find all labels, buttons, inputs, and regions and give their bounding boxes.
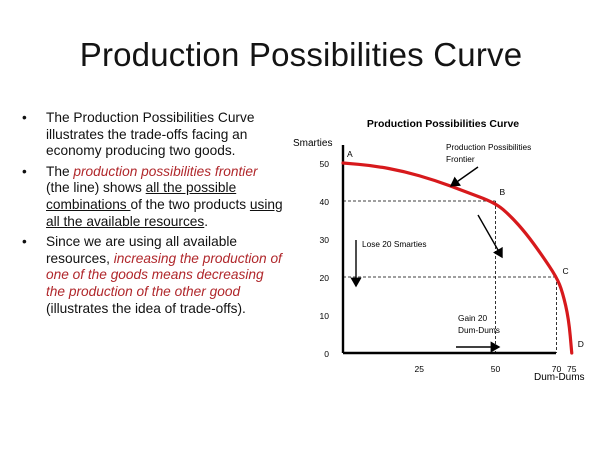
bullet-marker: • bbox=[22, 234, 27, 250]
bullet-text: of the two products bbox=[130, 196, 250, 212]
y-tick-label: 0 bbox=[324, 349, 329, 359]
y-axis-label: Smarties bbox=[293, 138, 332, 149]
ppc-curve bbox=[341, 161, 574, 355]
x-tick-label: 75 bbox=[567, 364, 577, 374]
bullet-text: Since we are using all available resourc… bbox=[46, 234, 237, 266]
point-label: D bbox=[578, 339, 584, 349]
bullet-text: The Production Possibilities Curve illus… bbox=[46, 110, 255, 159]
y-tick-label: 20 bbox=[320, 273, 330, 283]
y-tick-label: 50 bbox=[320, 159, 330, 169]
bullet-item: • The Production Possibilities Curve ill… bbox=[22, 110, 284, 160]
bullet-list: • The Production Possibilities Curve ill… bbox=[22, 110, 284, 321]
point-label: B bbox=[500, 187, 506, 197]
point-label: A bbox=[347, 149, 353, 159]
bullet-item: • The production possibilities frontier … bbox=[22, 164, 284, 230]
annotation-gain: Dum-Dums bbox=[458, 325, 500, 335]
y-tick-label: 30 bbox=[320, 235, 330, 245]
bullet-emphasis: production possibilities frontier bbox=[73, 163, 258, 179]
bullet-marker: • bbox=[22, 163, 27, 179]
slide-title: Production Possibilities Curve bbox=[79, 36, 523, 73]
bullet-item: • Since we are using all available resou… bbox=[22, 234, 284, 317]
ppc-chart: Production Possibilities Curve Smarties Du… bbox=[293, 118, 585, 383]
bullet-underline: all the possible combinations bbox=[46, 180, 237, 212]
y-tick-label: 40 bbox=[320, 197, 330, 207]
bullet-marker: • bbox=[22, 110, 27, 125]
chart-title: Production Possibilities Curve bbox=[367, 118, 519, 130]
frontier-arrow bbox=[449, 166, 479, 187]
x-axis-label: Dum-Dums bbox=[534, 372, 585, 383]
x-tick-label: 70 bbox=[552, 364, 562, 374]
bullet-underline: using all the available resources bbox=[46, 196, 283, 229]
bullet-text: (the line) shows bbox=[46, 180, 146, 196]
x-tick-label: 25 bbox=[415, 364, 425, 374]
annotation-lose: Lose 20 Smarties bbox=[362, 239, 427, 249]
y-tick-label: 10 bbox=[320, 311, 330, 321]
bullet-text: The bbox=[46, 163, 74, 179]
annotation-frontier: Frontier bbox=[446, 154, 475, 164]
annotation-gain: Gain 20 bbox=[458, 313, 487, 323]
annotation-frontier: Production Possibilities bbox=[446, 142, 531, 152]
point-label: C bbox=[563, 266, 569, 276]
bullet-text: . bbox=[204, 213, 209, 229]
b-to-c-arrow bbox=[477, 214, 503, 259]
x-tick-label: 50 bbox=[491, 364, 501, 374]
bullet-emphasis: increasing the production of one of the … bbox=[46, 250, 282, 299]
bullet-text: (illustrates the idea of trade-offs). bbox=[46, 300, 246, 316]
